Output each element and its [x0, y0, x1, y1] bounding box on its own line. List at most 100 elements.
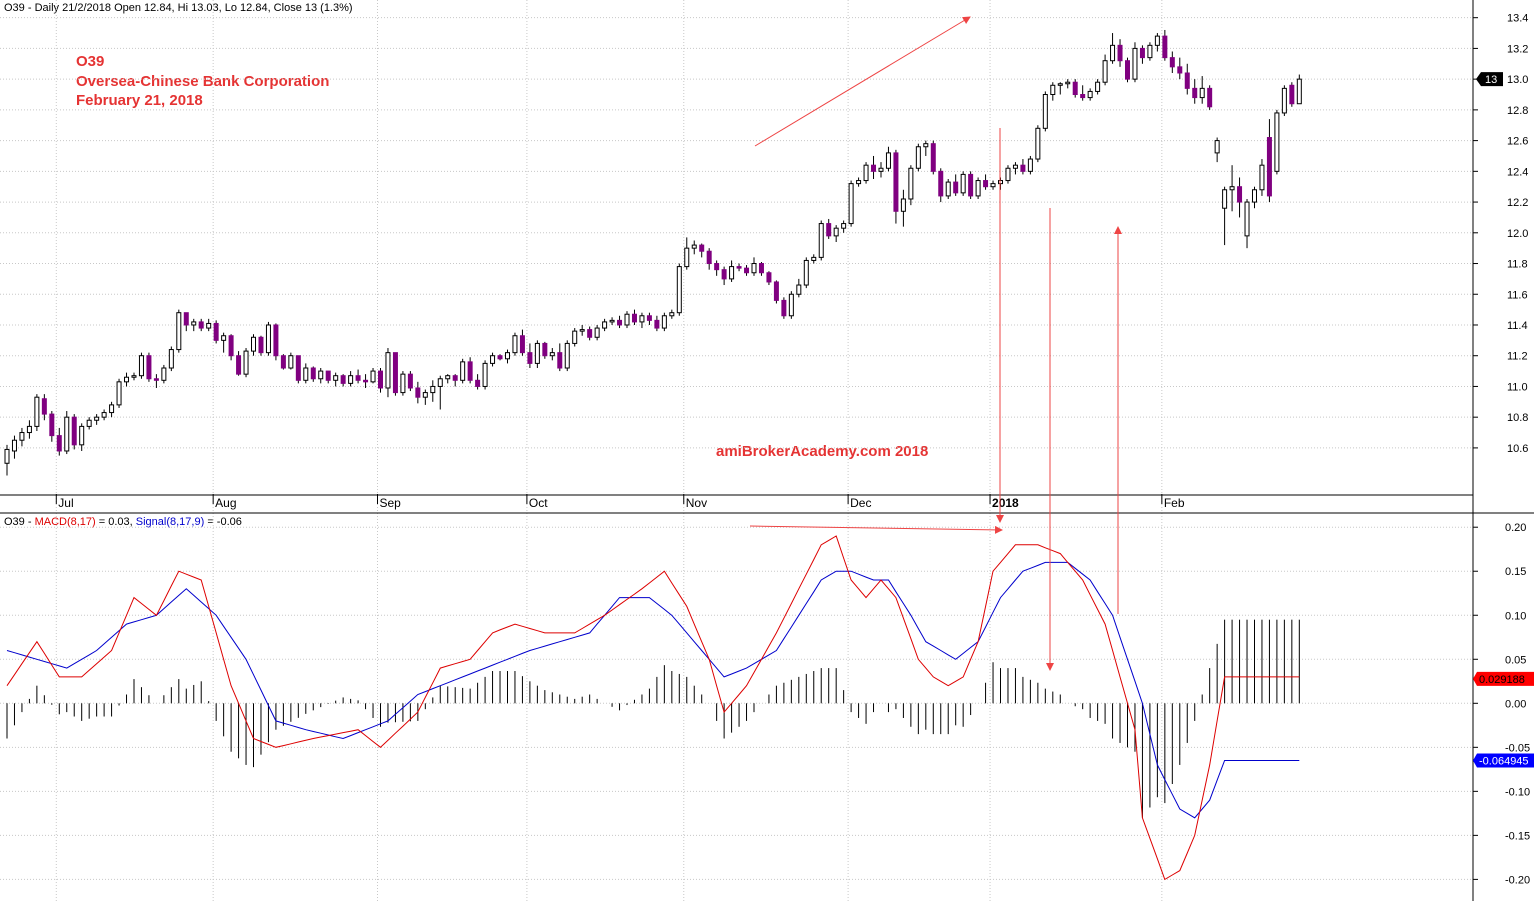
candle-body	[318, 370, 324, 380]
month-label: Feb	[1164, 496, 1185, 510]
candle-body	[49, 413, 55, 437]
candle-body	[340, 375, 346, 384]
candle-body	[1147, 44, 1153, 59]
candle-body	[1154, 35, 1160, 46]
candle-body	[1042, 94, 1048, 129]
signal-value-badge-text: -0.064945	[1479, 756, 1529, 768]
candle-body	[893, 152, 899, 212]
candle-body	[176, 312, 182, 351]
candle-body	[452, 375, 458, 381]
candle-body	[512, 335, 518, 354]
candle-body	[1012, 164, 1018, 169]
candle-body	[1072, 81, 1078, 96]
candle-body	[460, 361, 466, 381]
candle-body	[1199, 87, 1205, 99]
candle-body	[19, 432, 25, 441]
candle-body	[1229, 186, 1235, 191]
candle-body	[1214, 140, 1220, 154]
candle-body	[564, 342, 570, 369]
candle-body	[796, 284, 802, 295]
month-label: Sep	[380, 496, 402, 510]
candle-body	[213, 322, 219, 341]
candle-body	[355, 375, 361, 381]
macd-tick-label: 0.20	[1505, 522, 1526, 534]
macd-value-badge: 0.029188	[1473, 671, 1534, 686]
candle-body	[699, 244, 705, 252]
macd-tick-label: -0.05	[1505, 742, 1530, 754]
candle-body	[422, 392, 428, 398]
macd-title-prefix: O39 -	[4, 516, 35, 528]
price-tick-label: 11.0	[1507, 381, 1528, 393]
candle-body	[856, 180, 862, 185]
candle-body	[848, 183, 854, 225]
candle-body	[1251, 189, 1257, 203]
candle-body	[1207, 87, 1213, 108]
candle-body	[990, 183, 996, 188]
candle-body	[273, 324, 279, 357]
candle-body	[1296, 78, 1302, 105]
candle-body	[908, 167, 914, 200]
candle-body	[1080, 94, 1086, 99]
candle-body	[938, 170, 944, 197]
price-tick-label: 10.6	[1507, 443, 1528, 455]
candle-body	[646, 315, 652, 321]
candle-body	[86, 419, 92, 427]
candle-body	[183, 312, 189, 326]
candle-body	[841, 223, 847, 229]
grid	[0, 0, 1473, 901]
candle-body	[736, 266, 742, 269]
candle-body	[1057, 83, 1063, 86]
candle-body	[1259, 164, 1265, 191]
price-trend-arrow	[754, 16, 971, 147]
candle-body	[661, 315, 667, 329]
candle-body	[258, 336, 264, 354]
candle-body	[64, 416, 70, 452]
candle-body	[1266, 137, 1272, 197]
candle-body	[56, 435, 62, 452]
price-tick-label: 11.4	[1507, 320, 1528, 332]
last-price-badge-shape	[1476, 72, 1503, 87]
candle-body	[146, 355, 152, 380]
candle-body	[310, 367, 316, 380]
candle-body	[251, 336, 257, 352]
candle-body	[206, 322, 212, 329]
candle-body	[116, 381, 122, 406]
watermark: amiBrokerAcademy.com 2018	[716, 443, 928, 460]
candle-body	[161, 367, 167, 381]
candle-body	[691, 244, 697, 249]
candle-body	[998, 180, 1004, 185]
candle-body	[378, 370, 383, 389]
signal-value-badge-shape	[1473, 753, 1534, 768]
candle-body	[624, 313, 630, 326]
candle-body	[124, 376, 130, 383]
candle-body	[4, 448, 10, 464]
annotation-ticker: O39	[76, 53, 104, 70]
price-tick-label: 12.4	[1507, 166, 1528, 178]
candle-body	[467, 361, 473, 381]
candle-body	[198, 321, 204, 329]
macd-tick-label: 0.15	[1505, 566, 1526, 578]
month-label: Jul	[58, 496, 73, 510]
month-label: Oct	[529, 496, 548, 510]
month-label: Dec	[850, 496, 871, 510]
candle-body	[714, 263, 720, 271]
candle-body	[131, 375, 137, 378]
candle-body	[1169, 57, 1175, 68]
candle-body	[1162, 35, 1168, 59]
candle-body	[602, 321, 608, 329]
price-tick-label: 12.2	[1507, 197, 1528, 209]
candle-body	[706, 250, 712, 265]
candle-body	[900, 198, 906, 212]
candle-body	[923, 143, 929, 148]
candle-body	[71, 416, 77, 446]
candle-body	[295, 355, 301, 381]
candle-body	[94, 416, 100, 421]
candle-body	[490, 355, 496, 364]
candle-body	[153, 378, 159, 381]
candle-body	[221, 335, 227, 341]
candle-body	[1095, 81, 1101, 92]
candle-body	[1110, 44, 1116, 62]
price-pane-title: O39 - Daily 21/2/2018 Open 12.84, Hi 13.…	[4, 2, 353, 14]
signal-title-value: = -0.06	[204, 516, 242, 528]
